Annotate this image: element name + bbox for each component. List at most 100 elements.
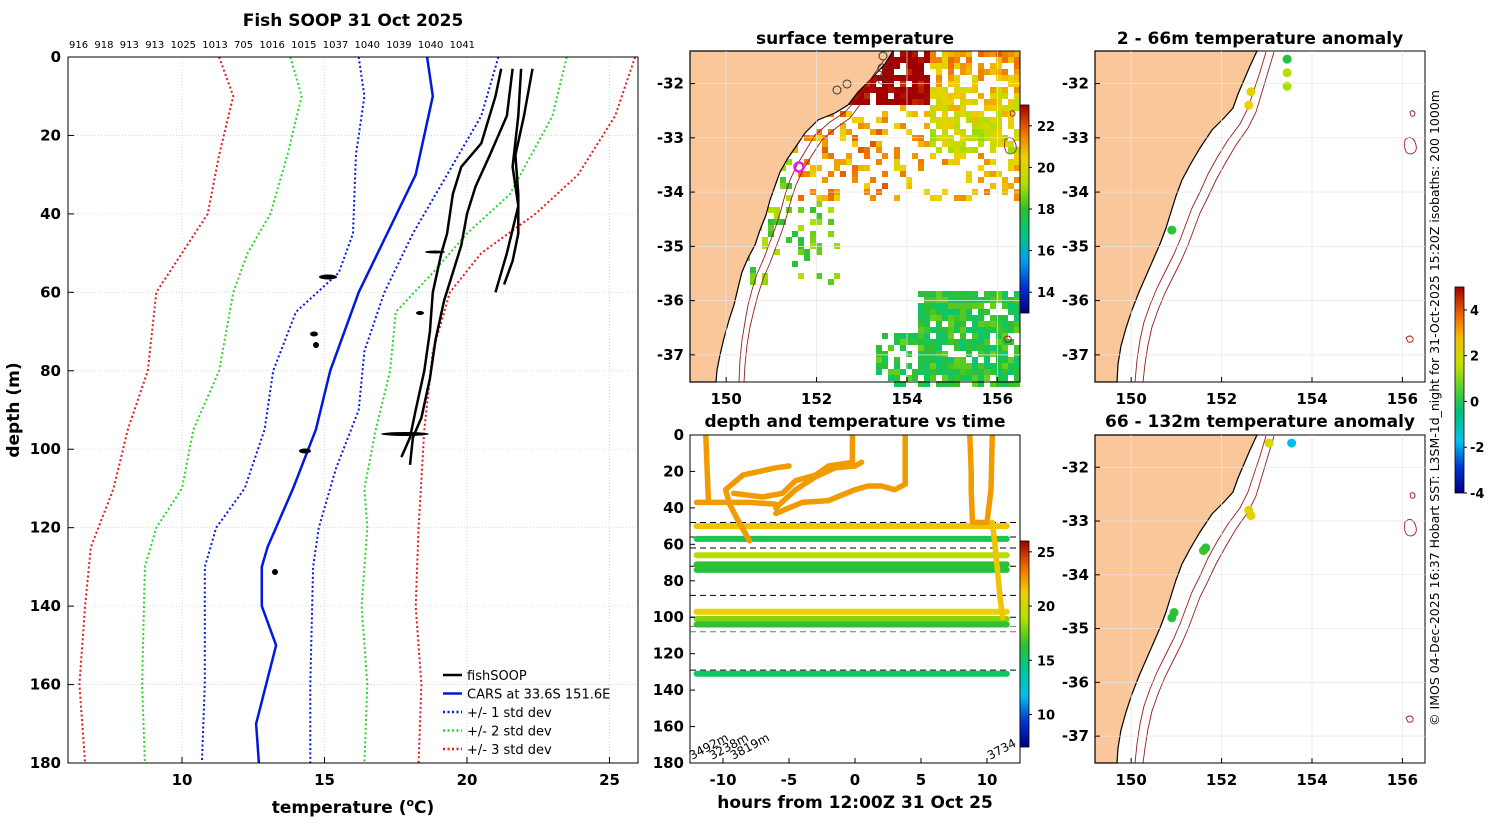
sst-pixel	[828, 195, 834, 201]
map-tick-label-x: 156	[982, 390, 1013, 408]
timeseries-colorbar-ticks: 10 15 20 25	[1029, 546, 1055, 723]
sst-pixel	[960, 153, 966, 159]
sst-pixel	[852, 117, 858, 123]
sst-pixel	[864, 165, 870, 171]
anomaly-point	[1246, 511, 1256, 521]
sst-pixel	[1002, 87, 1008, 93]
sst-pixel	[1014, 93, 1020, 99]
sst-pixel	[804, 255, 810, 261]
sst-pixel	[786, 159, 792, 165]
sst-pixel	[924, 369, 930, 375]
sst-pixel	[906, 129, 912, 135]
sst-pixel	[1008, 183, 1014, 189]
sst-pixel	[876, 369, 882, 375]
sst-pixel	[942, 291, 948, 297]
sst-pixel	[792, 231, 798, 237]
sst-pixel	[966, 111, 972, 117]
sst-pixel	[960, 93, 966, 99]
sst-pixel	[960, 291, 966, 297]
sst-pixel	[996, 141, 1002, 147]
sst-pixel	[978, 345, 984, 351]
sst-pixel	[924, 351, 930, 357]
sst-pixel	[1014, 81, 1020, 87]
sst-pixel	[906, 51, 912, 57]
sst-pixel	[876, 87, 882, 93]
sst-pixel	[918, 357, 924, 363]
legend-label: +/- 2 std dev	[467, 725, 552, 740]
sst-pixel	[876, 159, 882, 165]
sst-pixel	[1014, 75, 1020, 81]
sst-pixel	[912, 51, 918, 57]
sst-pixel	[864, 183, 870, 189]
sst-pixel	[780, 219, 786, 225]
sst-pixel	[966, 339, 972, 345]
sst-pixel	[1008, 141, 1014, 147]
sst-colorbar-ticks: 14 16 18 20 22	[1029, 120, 1055, 301]
sst-pixel	[882, 117, 888, 123]
sst-pixel	[870, 129, 876, 135]
sst-pixel	[864, 147, 870, 153]
ts-tick-label-x: 5	[916, 771, 926, 789]
sst-pixel	[978, 309, 984, 315]
sst-pixel	[1014, 327, 1020, 333]
sst-pixel	[900, 123, 906, 129]
profile-panel: Fish SOOP 31 Oct 2025 916 918 913 913 1025 10…	[4, 11, 639, 818]
sst-pixel	[1008, 321, 1014, 327]
sst-pixel	[852, 171, 858, 177]
sst-pixel	[996, 111, 1002, 117]
sst-pixel	[1008, 105, 1014, 111]
cast-id-label: 1040	[418, 40, 443, 51]
sst-pixel	[960, 375, 966, 381]
sst-pixel	[948, 69, 954, 75]
sst-pixel	[1002, 297, 1008, 303]
sst-pixel	[1008, 309, 1014, 315]
sst-pixel	[918, 75, 924, 81]
sst-pixel	[798, 195, 804, 201]
sst-pixel	[942, 63, 948, 69]
sst-pixel	[960, 327, 966, 333]
sst-pixel	[924, 81, 930, 87]
sst-pixel	[810, 171, 816, 177]
sst-pixel	[936, 303, 942, 309]
anomaly-point	[1246, 87, 1256, 97]
sst-pixel	[918, 381, 924, 387]
sst-pixel	[918, 81, 924, 87]
tick-label-y: 20	[40, 126, 61, 144]
sst-pixel	[972, 303, 978, 309]
sst-pixel	[894, 63, 900, 69]
sst-pixel	[924, 93, 930, 99]
map-tick-label-y: -37	[657, 346, 684, 364]
sst-pixel	[948, 117, 954, 123]
sst-pixel	[930, 117, 936, 123]
sst-pixel	[918, 315, 924, 321]
sst-pixel	[804, 171, 810, 177]
sst-pixel	[834, 165, 840, 171]
sst-pixel	[936, 57, 942, 63]
sst-pixel	[990, 117, 996, 123]
sst-pixel	[948, 339, 954, 345]
series--1-std	[200, 57, 366, 763]
sst-pixel	[912, 87, 918, 93]
sst-pixel	[906, 177, 912, 183]
sst-pixel	[1014, 381, 1020, 387]
sst-pixel	[918, 321, 924, 327]
sst-pixel	[1002, 339, 1008, 345]
ts-tick-label-y: 140	[653, 681, 684, 699]
sst-pixel	[900, 57, 906, 63]
sst-pixel	[1002, 375, 1008, 381]
sst-pixel	[750, 279, 756, 285]
series-fishsoop-d	[502, 68, 534, 285]
sst-pixel	[990, 141, 996, 147]
sst-pixel	[984, 363, 990, 369]
sst-pixel	[888, 57, 894, 63]
sst-pixel	[780, 165, 786, 171]
sst-pixel	[864, 93, 870, 99]
map-tick-label-y: -35	[1062, 237, 1089, 255]
sst-pixel	[990, 105, 996, 111]
cast-id-label: 913	[145, 40, 164, 51]
cb-tick-label: 18	[1037, 203, 1055, 218]
sst-pixel	[984, 351, 990, 357]
sst-pixel	[972, 345, 978, 351]
sst-pixel	[948, 321, 954, 327]
anomaly-point	[1287, 438, 1297, 448]
